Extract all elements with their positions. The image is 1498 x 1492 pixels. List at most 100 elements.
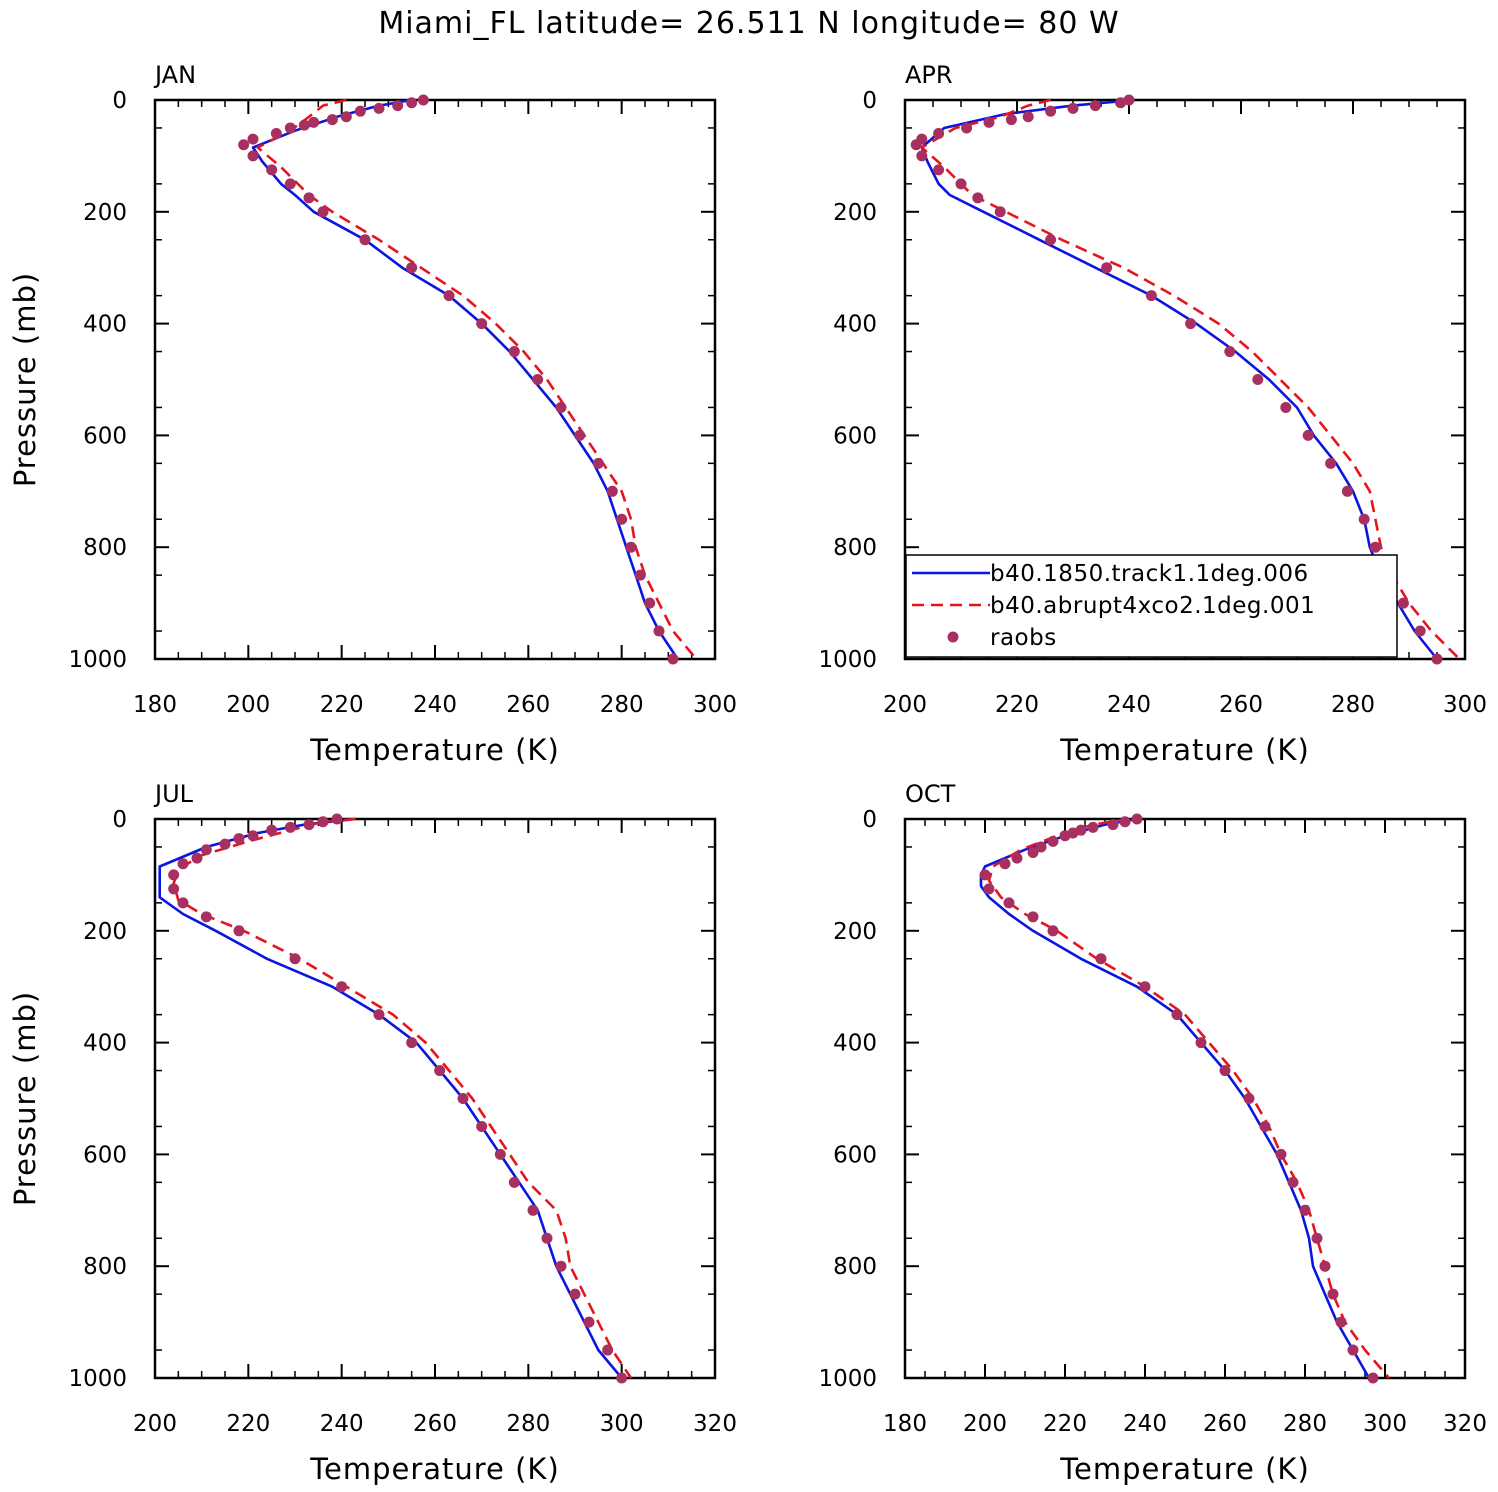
raobs-point <box>457 1093 469 1104</box>
x-tick-label: 200 <box>133 1411 177 1437</box>
raobs-point <box>616 513 628 525</box>
raobs-point <box>317 816 329 828</box>
y-tick-label: 1000 <box>818 1366 877 1392</box>
raobs-point <box>933 164 945 176</box>
raobs-point <box>1302 429 1314 441</box>
raobs-point <box>1185 318 1197 330</box>
x-tick-label: 260 <box>1203 1411 1247 1437</box>
y-tick-label: 600 <box>833 423 877 449</box>
y-tick-label: 400 <box>83 312 127 338</box>
raobs-point <box>238 139 250 151</box>
x-tick-label: 300 <box>1443 692 1487 718</box>
raobs-point <box>266 824 278 836</box>
panel-label: OCT <box>905 780 956 808</box>
raobs-point <box>508 346 520 358</box>
raobs-point <box>1224 346 1236 358</box>
raobs-point <box>1252 374 1264 385</box>
raobs-point <box>1035 841 1047 853</box>
raobs-point <box>284 122 296 134</box>
raobs-point <box>298 119 310 131</box>
raobs-point <box>532 374 544 385</box>
y-tick-label: 200 <box>833 919 877 945</box>
raobs-point <box>1115 97 1127 109</box>
x-tick-label: 220 <box>995 692 1039 718</box>
raobs-point <box>289 953 301 965</box>
raobs-point <box>1067 102 1079 114</box>
y-tick-label: 400 <box>833 312 877 338</box>
y-tick-label: 200 <box>83 919 127 945</box>
x-tick-label: 240 <box>320 1411 364 1437</box>
plot-frame <box>153 817 717 1380</box>
raobs-point <box>373 102 385 114</box>
raobs-point <box>1275 1148 1287 1160</box>
y-tick-label: 800 <box>83 1254 127 1280</box>
x-tick-label: 240 <box>1107 692 1151 718</box>
raobs-point <box>1319 1260 1331 1272</box>
raobs-point <box>1123 94 1135 106</box>
y-tick-label: 0 <box>862 807 877 833</box>
x-tick-label: 320 <box>693 1411 737 1437</box>
raobs-point <box>1358 513 1370 525</box>
series-line-track1 <box>979 817 1371 1379</box>
raobs-point <box>1280 401 1292 413</box>
plot-frame <box>153 98 717 661</box>
raobs-point <box>247 133 259 145</box>
legend-label: raobs <box>990 625 1057 651</box>
raobs-point <box>1243 1093 1255 1104</box>
raobs-point <box>644 597 656 609</box>
y-tick-label: 1000 <box>818 647 877 673</box>
raobs-point <box>168 883 180 895</box>
raobs-point <box>476 1120 488 1132</box>
raobs-point <box>354 105 366 117</box>
raobs-point <box>417 94 429 106</box>
y-tick-label: 200 <box>833 200 877 226</box>
raobs-point <box>1087 821 1099 833</box>
raobs-point <box>1347 1344 1359 1356</box>
raobs-point <box>284 178 296 190</box>
raobs-point <box>331 813 343 825</box>
raobs-point <box>999 858 1011 870</box>
raobs-point <box>994 206 1006 218</box>
raobs-point <box>625 541 637 553</box>
raobs-point <box>910 139 922 151</box>
raobs-point <box>1139 981 1151 993</box>
raobs-point <box>508 1176 520 1188</box>
raobs-point <box>916 150 928 162</box>
x-tick-label: 300 <box>1363 1411 1407 1437</box>
plot-frame <box>903 817 1467 1380</box>
y-tick-label: 1000 <box>68 1366 127 1392</box>
x-tick-label: 200 <box>226 692 270 718</box>
x-tick-label: 240 <box>413 692 457 718</box>
raobs-point <box>1027 847 1039 859</box>
raobs-point <box>434 1065 446 1077</box>
x-tick-label: 200 <box>883 692 927 718</box>
raobs-point <box>1005 114 1017 126</box>
raobs-point <box>1101 262 1113 274</box>
raobs-point <box>494 1148 506 1160</box>
raobs-point <box>1131 813 1143 825</box>
raobs-point <box>583 1316 595 1328</box>
y-tick-label: 200 <box>83 200 127 226</box>
x-tick-label: 220 <box>226 1411 270 1437</box>
raobs-point <box>1397 597 1409 609</box>
raobs-point <box>1341 485 1353 497</box>
raobs-point <box>233 833 245 845</box>
raobs-point <box>592 457 604 469</box>
figure-title: Miami_FL latitude= 26.511 N longitude= 8… <box>378 6 1119 41</box>
raobs-point <box>979 869 991 881</box>
raobs-point <box>634 569 646 581</box>
raobs-point <box>1022 111 1034 123</box>
raobs-point <box>527 1204 539 1216</box>
raobs-point <box>303 192 315 204</box>
raobs-point <box>1335 1316 1347 1328</box>
y-tick-label: 400 <box>833 1031 877 1057</box>
raobs-point <box>1059 830 1071 842</box>
raobs-point <box>1367 1372 1379 1384</box>
raobs-point <box>1287 1176 1299 1188</box>
raobs-point <box>1311 1232 1323 1244</box>
x-tick-label: 180 <box>883 1411 927 1437</box>
raobs-point <box>602 1344 614 1356</box>
